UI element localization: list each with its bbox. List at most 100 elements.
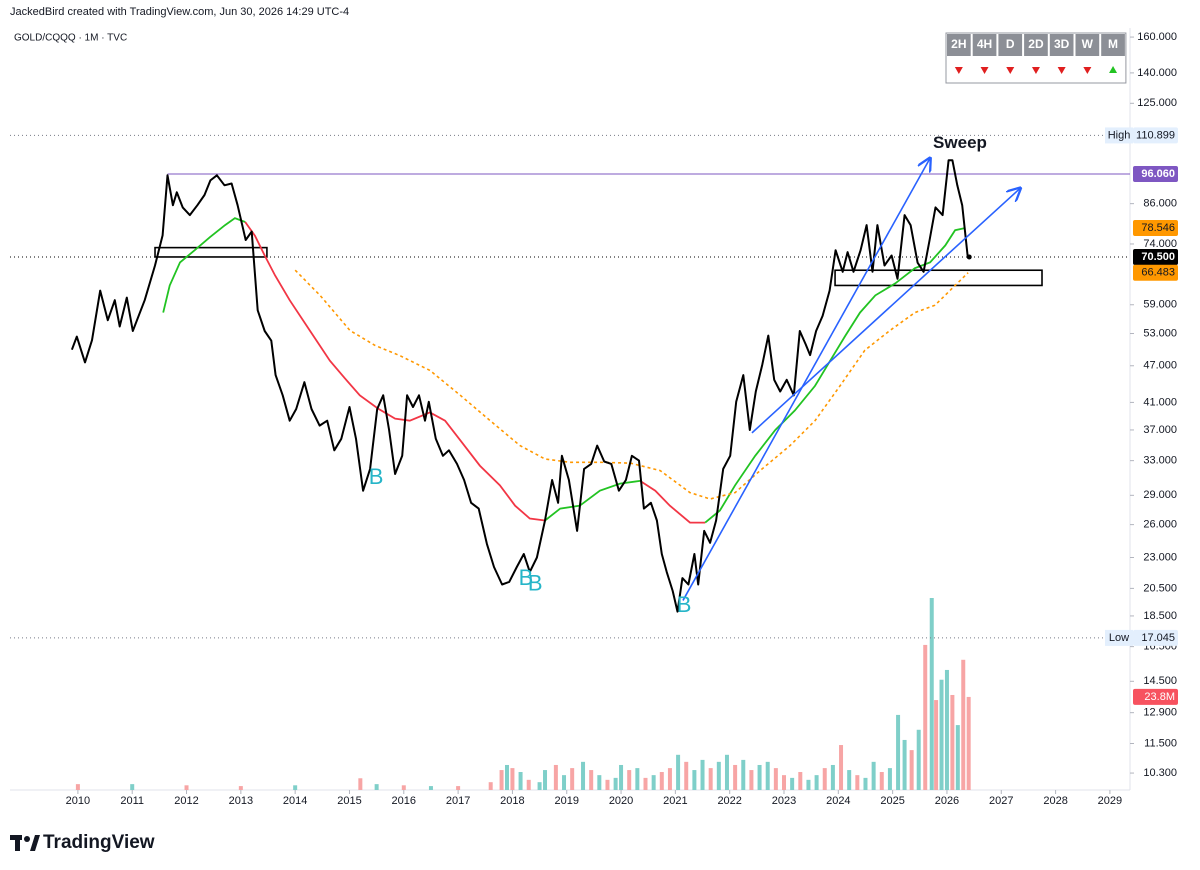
y-tick-label: 37.000 (1143, 424, 1177, 436)
timeframe-cell (1024, 34, 1048, 56)
volume-bar (700, 759, 705, 790)
volume-bar (676, 754, 681, 790)
volume-bar (635, 768, 640, 790)
y-tick-label: 41.000 (1143, 396, 1177, 408)
volume-bar (839, 745, 844, 790)
volume-bar (627, 770, 632, 790)
volume-bar (643, 777, 648, 790)
volume-bar (75, 784, 80, 790)
volume-bar (814, 775, 819, 790)
x-tick-label: 2021 (663, 795, 687, 807)
timeframe-label: 3D (1054, 37, 1070, 51)
x-tick-label: 2012 (174, 795, 198, 807)
timeframe-signal (1083, 67, 1092, 74)
annotation: Sweep (933, 133, 987, 152)
x-tick-label: 2013 (229, 795, 253, 807)
x-tick-label: 2024 (826, 795, 850, 807)
volume-bar (456, 786, 461, 790)
price-label: 110.899 (1136, 129, 1175, 141)
volume-label-bg (1133, 688, 1178, 705)
timeframe-signal (1057, 67, 1066, 74)
volume-bar (184, 785, 189, 790)
volume-bar (543, 770, 548, 790)
y-tick-label: 33.000 (1143, 455, 1177, 467)
logo-part (24, 836, 30, 842)
y-tick-label: 18.500 (1143, 610, 1177, 622)
y-tick-label: 140.000 (1137, 67, 1177, 79)
volume-bar (871, 761, 876, 790)
volume-bar (651, 775, 656, 790)
signal-marker: B (369, 464, 384, 489)
y-tick-label: 53.000 (1143, 327, 1177, 339)
price-tag-bg (1105, 629, 1133, 646)
price-label: 78.546 (1141, 222, 1175, 234)
logo-part (15, 835, 20, 851)
y-tick-label: 29.000 (1143, 489, 1177, 501)
volume-bar (504, 764, 509, 790)
timeframe-cell (1075, 34, 1100, 56)
y-tick-label: 47.000 (1143, 360, 1177, 372)
price-label: 96.060 (1141, 168, 1175, 180)
volume-bar (950, 694, 955, 790)
y-tick-label: 20.500 (1143, 582, 1177, 594)
y-tick-label: 74.000 (1143, 238, 1177, 250)
x-tick-label: 2016 (392, 795, 416, 807)
fast-moving-average (639, 480, 706, 524)
timeframe-cell (972, 34, 997, 56)
volume-bar (887, 768, 892, 790)
x-tick-label: 2027 (989, 795, 1013, 807)
brand-logo (10, 835, 40, 851)
x-tick-label: 2019 (554, 795, 578, 807)
volume-bar (570, 768, 575, 790)
volume-bar (944, 669, 949, 790)
volume-bar (822, 768, 827, 790)
volume-bar (741, 759, 746, 790)
timeframe-label: W (1082, 37, 1094, 51)
author-line: JackedBird created with TradingView.com,… (10, 6, 349, 18)
x-tick-label: 2010 (66, 795, 90, 807)
volume-bar (879, 772, 884, 790)
x-tick-label: 2023 (772, 795, 796, 807)
volume-bar (581, 761, 586, 790)
price-label-bg (1133, 629, 1178, 646)
x-tick-label: 2025 (880, 795, 904, 807)
volume-bar (659, 772, 664, 790)
price-label-bg (1133, 165, 1178, 182)
volume-bar (428, 786, 433, 790)
volume-bar (955, 725, 960, 790)
brand: TradingView (43, 832, 155, 853)
volume-bar (916, 729, 921, 790)
volume-bar (358, 778, 363, 790)
timeframe-cell (1101, 34, 1125, 56)
x-tick-label: 2028 (1043, 795, 1067, 807)
volume-bar (782, 775, 787, 790)
volume-bar (692, 770, 697, 790)
timeframe-signal (1109, 66, 1118, 73)
signal-marker: B (519, 565, 534, 590)
volume-bar (961, 659, 966, 790)
trend-line (682, 158, 930, 601)
volume-bar (733, 764, 738, 790)
volume-bar (684, 761, 689, 790)
price-label: 66.483 (1141, 267, 1175, 279)
volume-bar (619, 764, 624, 790)
volume-bar (934, 700, 939, 790)
volume-bar (798, 772, 803, 790)
volume-bar (562, 775, 567, 790)
volume-bar (929, 598, 934, 790)
overlay-ui: 160.000 140.000 125.000 86.000 74.000 59.000 5… (66, 31, 1178, 807)
volume-bar (589, 770, 594, 790)
y-tick-label: 160.000 (1137, 31, 1177, 43)
price-line (70, 159, 970, 613)
x-tick-label: 2020 (609, 795, 633, 807)
timeframe-cell (998, 34, 1023, 56)
volume-bar (909, 750, 914, 790)
y-tick-label: 125.000 (1137, 97, 1177, 109)
x-tick-label: 2011 (120, 795, 144, 807)
price-tag-bg (1105, 127, 1133, 144)
y-tick-label: 14.500 (1143, 675, 1177, 687)
timeframe-label: 4H (977, 37, 992, 51)
volume-bar (613, 777, 618, 790)
volume-bar (847, 770, 852, 790)
